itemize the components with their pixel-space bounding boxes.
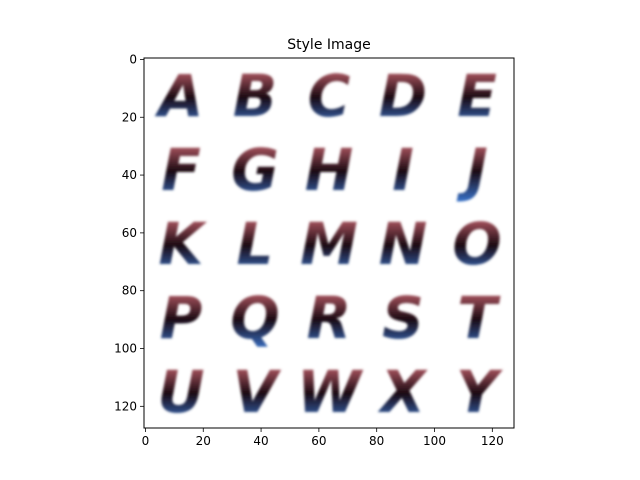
glyph-g: G (231, 136, 279, 204)
glyph-a: A (155, 62, 204, 130)
y-tick-label: 80 (122, 284, 137, 298)
x-tick-label: 100 (423, 434, 446, 448)
image-frame (143, 57, 515, 429)
glyph-r: R (307, 284, 352, 352)
glyph-w: W (297, 358, 364, 426)
glyph-t: T (457, 284, 501, 352)
x-axis: 0 20 40 60 80 100 120 (142, 428, 504, 448)
glyph-i: I (392, 136, 414, 204)
x-tick-label: 0 (142, 434, 150, 448)
glyph-d: D (379, 62, 427, 130)
glyph-n: N (379, 210, 428, 278)
y-tick-label: 20 (122, 110, 137, 124)
glyph-b: B (233, 62, 277, 130)
y-tick-label: 60 (122, 226, 137, 240)
style-image: A B C D EF G H I JK L M N OP Q R S TU V W X Y (155, 62, 503, 426)
glyph-f: F (161, 136, 201, 204)
glyph-m: M (300, 210, 358, 278)
figure-title: Style Image (287, 37, 370, 53)
x-tick-label: 20 (196, 434, 211, 448)
x-tick-label: 40 (253, 434, 268, 448)
glyph-s: S (382, 284, 424, 352)
glyph-p: P (160, 284, 203, 352)
y-axis: 0 20 40 60 80 100 120 (114, 52, 144, 413)
y-tick-label: 0 (129, 52, 137, 66)
glyph-x: X (378, 358, 429, 426)
glyph-q: Q (230, 284, 279, 352)
glyph-u: U (157, 358, 204, 426)
glyph-y: Y (456, 358, 503, 426)
glyph-k: K (159, 210, 208, 278)
glyph-h: H (305, 136, 354, 204)
y-tick-label: 100 (114, 342, 137, 356)
y-tick-label: 40 (122, 168, 137, 182)
x-tick-label: 60 (311, 434, 326, 448)
y-tick-label: 120 (114, 399, 137, 413)
x-tick-label: 80 (369, 434, 384, 448)
image-background (144, 58, 514, 428)
glyph-c: C (308, 62, 351, 130)
glyph-o: O (452, 210, 501, 278)
x-tick-label: 120 (481, 434, 504, 448)
glyph-v: V (233, 358, 282, 426)
glyph-e: E (457, 62, 497, 130)
glyph-l: L (237, 210, 274, 278)
